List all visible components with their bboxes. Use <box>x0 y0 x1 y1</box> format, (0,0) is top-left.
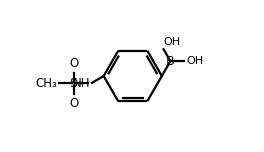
Text: CH₃: CH₃ <box>36 77 58 90</box>
Text: S: S <box>70 77 78 90</box>
Text: B: B <box>166 55 175 68</box>
Text: O: O <box>69 97 78 110</box>
Text: NH: NH <box>73 77 90 90</box>
Text: OH: OH <box>164 38 181 47</box>
Text: O: O <box>69 57 78 70</box>
Text: OH: OH <box>186 56 203 66</box>
